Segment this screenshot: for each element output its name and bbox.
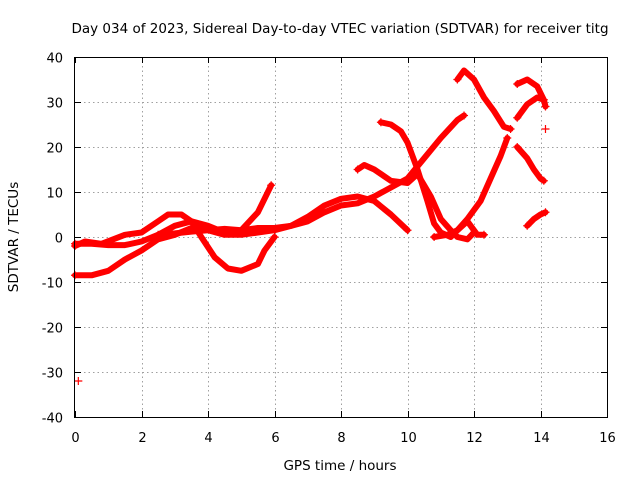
x-tick-label: 14 [533, 431, 550, 446]
series-end-marker [513, 113, 522, 122]
series-end-marker [513, 80, 522, 88]
series-end-marker [453, 75, 462, 84]
series-track-3 [72, 211, 278, 274]
chart-title: Day 034 of 2023, Sidereal Day-to-day VTE… [71, 21, 608, 37]
series-track-10 [514, 94, 549, 121]
x-tick-label: 2 [138, 431, 146, 446]
isolated-point [541, 125, 550, 133]
series-end-marker [353, 165, 362, 174]
series-track-12 [524, 209, 549, 229]
grid [75, 57, 607, 417]
series-end-marker [376, 118, 385, 127]
series-end-marker [403, 226, 412, 235]
y-tick-label: 0 [55, 232, 63, 247]
y-tick-label: 30 [46, 97, 63, 112]
y-tick-label: 40 [46, 52, 63, 67]
isolated-point [74, 377, 83, 385]
x-tick-label: 16 [599, 431, 616, 446]
x-tick-label: 0 [71, 431, 79, 446]
x-tick-labels: 0 2 4 6 8 10 12 14 16 [71, 431, 615, 446]
series-track-8 [454, 67, 514, 132]
axis-ticks [75, 57, 608, 418]
series-end-marker [479, 230, 488, 239]
y-tick-label: 20 [46, 142, 63, 157]
x-tick-label: 10 [400, 431, 417, 446]
x-tick-label: 12 [466, 431, 483, 446]
series-end-marker [267, 181, 276, 190]
series-end-marker [539, 176, 548, 185]
y-tick-label: -10 [42, 277, 63, 292]
series-track-2 [72, 112, 467, 279]
series-track-4 [155, 182, 275, 238]
series-end-marker [541, 102, 550, 111]
y-tick-label: -40 [42, 412, 63, 427]
y-tick-label: -20 [42, 322, 63, 337]
series-end-marker [523, 221, 532, 230]
y-tick-labels: -40 -30 -20 -10 0 10 20 30 40 [42, 52, 63, 427]
series-track-9 [514, 76, 547, 103]
y-tick-label: 10 [46, 187, 63, 202]
series-track-11 [514, 144, 547, 184]
series-end-marker [503, 134, 512, 142]
x-axis-title: GPS time / hours [283, 458, 396, 474]
series-end-marker [154, 230, 163, 239]
series-end-marker [541, 208, 550, 217]
x-tick-label: 8 [337, 431, 345, 446]
x-tick-label: 6 [271, 431, 279, 446]
data-layer [71, 67, 550, 385]
x-tick-label: 4 [204, 431, 212, 446]
y-axis-title: SDTVAR / TECUs [6, 182, 22, 292]
series-track-7 [431, 218, 487, 240]
series-end-marker [270, 233, 279, 241]
series-track-6 [377, 119, 511, 240]
series-end-marker [513, 143, 522, 151]
y-tick-label: -30 [42, 367, 63, 382]
series-end-marker [430, 233, 439, 241]
series-end-marker [460, 111, 469, 120]
series-end-marker [506, 125, 515, 133]
